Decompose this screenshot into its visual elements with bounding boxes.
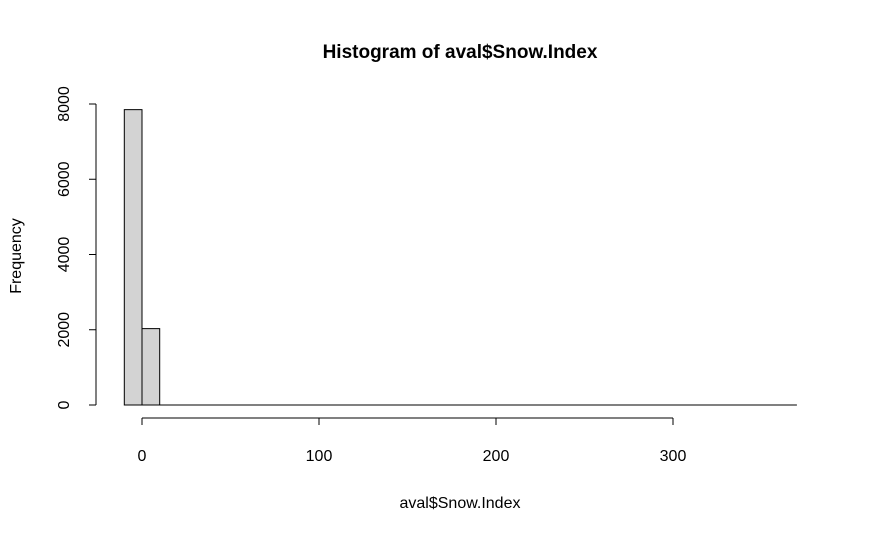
x-tick-label: 300 [660, 448, 687, 465]
chart-title: Histogram of aval$Snow.Index [323, 42, 598, 63]
x-tick-label: 200 [483, 448, 510, 465]
x-axis: 0 100 200 300 [138, 417, 687, 465]
bars-group [123, 109, 161, 406]
y-tick-label: 8000 [56, 86, 73, 122]
y-axis-label: Frequency [8, 218, 25, 294]
y-tick-label: 6000 [56, 161, 73, 197]
x-axis-label: aval$Snow.Index [400, 495, 521, 512]
y-tick-label: 4000 [56, 237, 73, 273]
y-tick-label: 0 [56, 400, 73, 409]
histogram-bar-0 [123, 109, 143, 406]
y-tick-label: 2000 [56, 312, 73, 348]
y-axis: 0 2000 4000 6000 8000 [56, 86, 97, 409]
x-tick-label: 100 [306, 448, 333, 465]
histogram-bar-1 [141, 328, 161, 406]
x-tick-label: 0 [138, 448, 147, 465]
